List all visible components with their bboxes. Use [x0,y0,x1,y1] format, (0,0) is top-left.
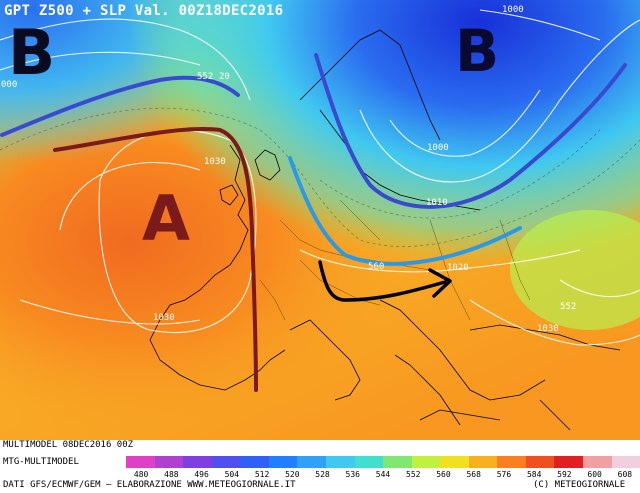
scale-tick-label: 584 [526,470,542,479]
scale-swatch [468,456,498,468]
flow-arrow [318,260,447,302]
scale-swatch [554,456,583,468]
scale-swatch [383,456,412,468]
scale-tick-label: 592 [557,470,572,479]
scale-tick-label: 576 [496,470,512,479]
scale-swatch [611,456,640,468]
isobar-label: 1030 [153,313,175,323]
scale-swatch [240,456,269,468]
scale-tick-label: 568 [466,470,481,479]
isobar-label: 552 [197,72,214,82]
map-title: GPT Z500 + SLP Val. 00Z18DEC2016 [4,3,284,19]
green-zone-east [510,210,640,330]
scale-swatch [325,456,355,468]
scale-swatch [183,456,212,468]
scale-tick-label: 552 [406,470,421,479]
isobar-label: 1020 [447,263,469,273]
scale-swatch [525,456,555,468]
scale-tick-label: 512 [254,470,270,479]
isobar-label: 1000 [502,5,524,15]
geopotential-map [0,0,640,440]
country-borders [259,199,531,321]
color-scale-ticks: 480 488 496 504 512 520 528 536 544 552 560 568 576 5… [126,470,640,480]
scale-tick-label: 528 [315,470,330,479]
scale-tick-label: 496 [194,470,209,479]
isobars [0,9,640,346]
coastlines [149,29,621,431]
jet-stream-line [288,156,522,266]
isobar-label: 000 [1,80,18,90]
isobar-label: 1030 [537,324,559,334]
scale-swatch [297,456,326,468]
trough-line-west [0,75,240,137]
scale-tick-label: 520 [285,470,300,479]
low-pressure-label-east: B [455,17,500,85]
scale-swatch [154,456,184,468]
credits-info: DATI GFS/ECMWF/GEM – ELABORAZIONE WWW.ME… [3,480,296,490]
isobar-label: 1010 [426,198,448,208]
scale-swatch [497,456,526,468]
isobar-label: 20 [219,72,230,82]
scale-swatch [354,456,384,468]
scale-tick-label: 560 [436,470,451,479]
model-info: MTG-MULTIMODEL [3,457,79,467]
scale-tick-label: 504 [224,470,240,479]
scale-tick-label: 544 [375,470,391,479]
isobar-label: 1030 [204,157,226,167]
run-info: MULTIMODEL 08DEC2016 00Z [3,440,134,450]
scale-tick-label: 608 [617,470,633,479]
scale-tick-label: 600 [587,470,602,479]
isobar-label: 560 [368,262,385,272]
flow-arrowhead [428,268,452,298]
trough-line-east [314,53,627,209]
isobar-label: 552 [560,302,577,312]
scale-swatch [268,456,298,468]
high-pressure-label: A [142,182,190,255]
low-pressure-label-west: B [8,16,56,89]
scale-tick-label: 536 [345,470,360,479]
isobar-label: 1000 [427,143,449,153]
scale-tick-label: 480 [133,470,149,479]
geopotential-lines [0,108,640,247]
scale-swatch [411,456,441,468]
scale-swatch [126,456,155,468]
scale-swatch [583,456,612,468]
scale-tick-label: 488 [164,470,179,479]
copyright-info: (C) METEOGIORNALE [533,480,626,490]
color-scale [126,456,640,468]
scale-swatch [440,456,469,468]
ridge-line [53,127,258,392]
scale-swatch [211,456,241,468]
